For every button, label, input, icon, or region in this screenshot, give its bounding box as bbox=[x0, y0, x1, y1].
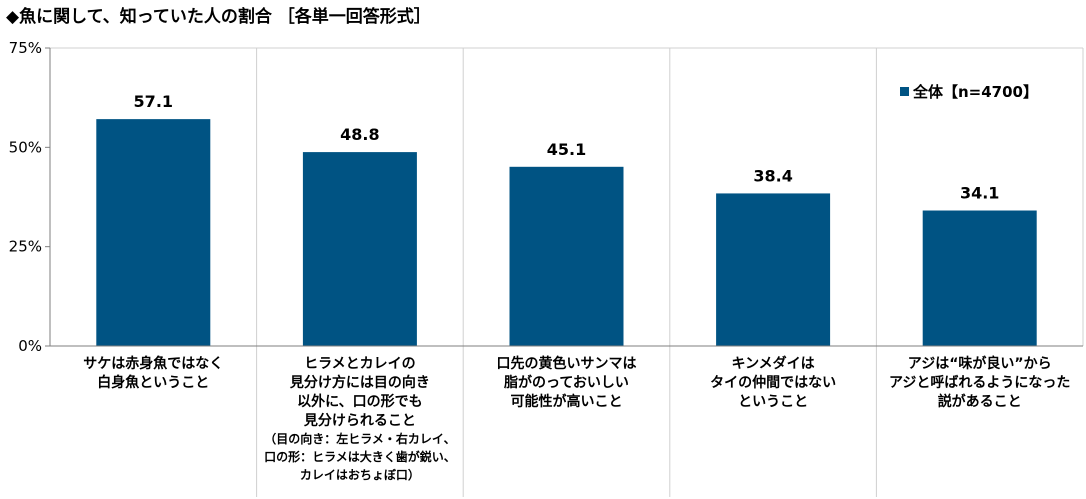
y-tick-label: 25% bbox=[9, 238, 42, 256]
data-label: 45.1 bbox=[547, 140, 586, 159]
category-label: ヒラメとカレイの bbox=[304, 356, 416, 372]
chart-title: ◆魚に関して、知っていた人の割合 ［各単一回答形式］ bbox=[6, 6, 431, 27]
data-label: 57.1 bbox=[134, 92, 173, 111]
y-tick-label: 0% bbox=[18, 337, 42, 355]
bar bbox=[509, 166, 624, 346]
grid-layer bbox=[50, 47, 1084, 497]
category-label: アジと呼ばれるようになった bbox=[889, 374, 1070, 391]
category-label: タイの仲間ではない bbox=[710, 374, 836, 391]
category-label: 説があること bbox=[938, 393, 1022, 410]
category-label: 白身魚ということ bbox=[97, 374, 209, 391]
legend-label: 全体【n=4700】 bbox=[912, 83, 1038, 101]
category-label: 口先の黄色いサンマは bbox=[497, 355, 637, 372]
y-tick-label: 75% bbox=[9, 39, 42, 57]
legend-swatch bbox=[900, 87, 909, 96]
bar bbox=[716, 193, 831, 346]
bar bbox=[96, 119, 211, 346]
legend: 全体【n=4700】 bbox=[900, 83, 1038, 101]
category-sublabel: 口の形：ヒラメは大きく歯が鋭い、 bbox=[264, 449, 456, 464]
category-label: 以外に、口の形でも bbox=[297, 393, 423, 410]
category-label: 可能性が高いこと bbox=[511, 393, 623, 410]
bar bbox=[922, 210, 1037, 346]
y-tick-label: 50% bbox=[9, 138, 42, 156]
category-sublabel: カレイはおちょぼ口） bbox=[300, 467, 420, 482]
bar bbox=[302, 152, 417, 346]
data-label: 34.1 bbox=[960, 184, 999, 203]
category-label: サケは赤身魚ではなく bbox=[83, 355, 223, 372]
category-label: キンメダイは bbox=[732, 355, 815, 372]
axis-layer: 0% 25% 50% 75% bbox=[9, 39, 1083, 355]
data-label: 38.4 bbox=[753, 166, 792, 185]
bar-layer bbox=[96, 119, 1037, 346]
category-label: 見分け方には目の向き bbox=[289, 374, 430, 391]
category-label: 脂がのっておいしい bbox=[503, 374, 629, 391]
category-label: 見分けられること bbox=[303, 413, 416, 429]
category-label: アジは“味が良い”から bbox=[908, 355, 1052, 372]
category-label: ということ bbox=[738, 394, 808, 410]
category-sublabel: （目の向き：左ヒラメ・右カレイ、 bbox=[264, 431, 455, 446]
data-label: 48.8 bbox=[340, 125, 379, 144]
